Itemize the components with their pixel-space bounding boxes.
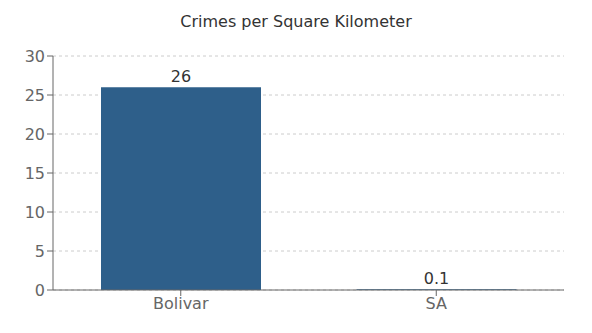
html-text:Crimes per Square Kilometer: Crimes per Square Kilometer <box>180 12 412 31</box>
svg-text:0: 0 <box>35 281 45 300</box>
svg-text:0.1: 0.1 <box>424 269 449 288</box>
svg-text:25: 25 <box>25 86 45 105</box>
svg-text:5: 5 <box>35 242 45 261</box>
svg-text:SA: SA <box>426 294 447 313</box>
svg-text:26: 26 <box>171 67 191 86</box>
svg-text:15: 15 <box>25 164 45 183</box>
svg-text:10: 10 <box>25 203 45 222</box>
svg-text:30: 30 <box>25 47 45 66</box>
svg-text:Bolivar: Bolivar <box>153 294 209 313</box>
svg-text:20: 20 <box>25 125 45 144</box>
